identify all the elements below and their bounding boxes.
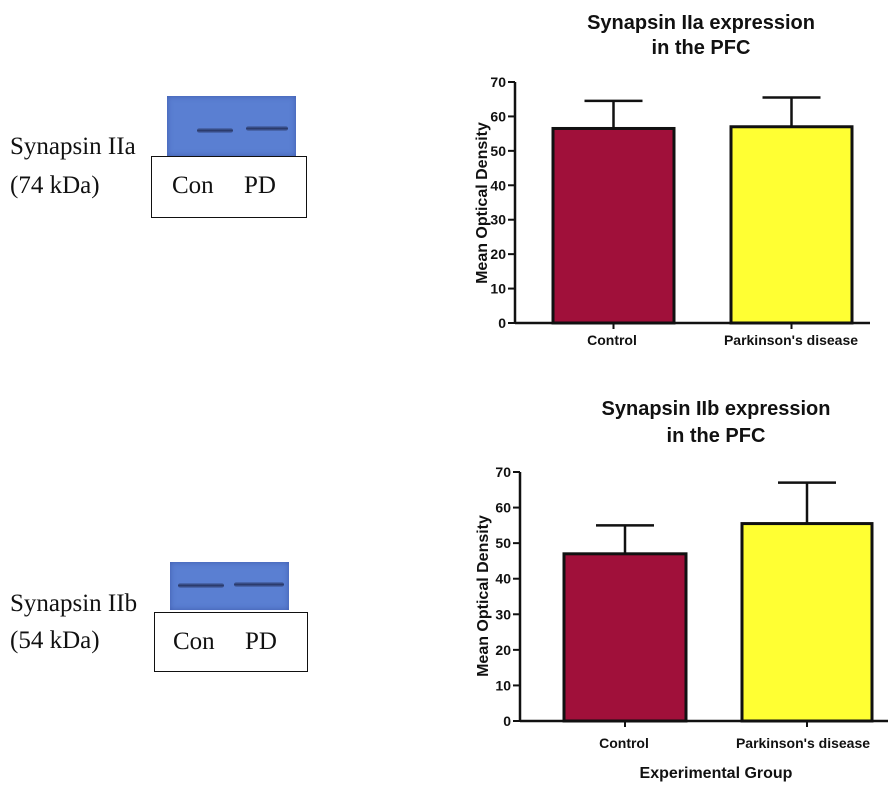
chart-2-xticks — [624, 721, 808, 727]
blot-1-image — [167, 96, 296, 156]
blot-2-lane-box: Con PD — [154, 612, 308, 672]
blot-2-lane-pd: PD — [245, 628, 277, 655]
chart-2-xlabel: Experimental Group — [640, 765, 793, 782]
blot-2-weight-label: (54 kDa) — [10, 627, 100, 654]
blot-2-protein-label: Synapsin IIb — [10, 590, 138, 617]
blot-1-weight-label: (74 kDa) — [10, 172, 100, 199]
chart-1-ytick-label: 50 — [490, 143, 506, 159]
chart-2-ytick-label: 0 — [503, 713, 511, 729]
chart-2-bar-control — [562, 552, 688, 723]
blot-2-lane-con: Con — [173, 628, 215, 655]
chart-1-errorbars — [584, 96, 821, 129]
chart-2-ylabel: Mean Optical Density — [475, 515, 492, 677]
chart-2-ytick-label: 30 — [495, 606, 511, 622]
chart-2-bars — [562, 522, 874, 723]
chart-2-category-control: Control — [599, 735, 649, 751]
blot-1-band-con — [197, 128, 233, 133]
chart-2-bar-pd — [740, 522, 874, 723]
chart-1-title-line-2: in the PFC — [652, 37, 751, 59]
chart-1-ytick-label: 70 — [490, 74, 506, 90]
chart-1-bar-pd — [729, 125, 854, 325]
chart-2-ytick-label: 70 — [495, 464, 511, 480]
chart-1-ytick-label: 20 — [490, 246, 506, 262]
chart-2-category-pd: Parkinson's disease — [736, 735, 870, 751]
chart-2-errorbars — [596, 481, 836, 554]
chart-1-title-line-1: Synapsin IIa expression — [587, 12, 815, 34]
blot-1-lane-con: Con — [172, 172, 214, 199]
chart-1-xticks — [612, 323, 793, 329]
chart-2-ytick-label: 10 — [495, 677, 511, 693]
chart-1-category-control: Control — [587, 332, 637, 348]
chart-1-bar-control — [551, 126, 676, 325]
chart-1-ylabel: Mean Optical Density — [474, 122, 491, 284]
blot-1-lane-box: Con PD — [151, 156, 307, 218]
chart-1-ytick-label: 40 — [490, 177, 506, 193]
blot-1-band-pd — [246, 126, 288, 131]
chart-2-title-line-2: in the PFC — [667, 425, 766, 447]
chart-1-ytick-label: 10 — [490, 281, 506, 297]
blot-2-band-con — [178, 583, 224, 588]
chart-2-title-line-1: Synapsin IIb expression — [602, 398, 831, 420]
chart-1-bars — [551, 125, 854, 325]
chart-2-ytick-label: 40 — [495, 571, 511, 587]
chart-2-ytick-label: 20 — [495, 642, 511, 658]
chart-2-ytick-label: 50 — [495, 535, 511, 551]
blot-1-protein-label: Synapsin IIa — [10, 133, 136, 160]
chart-2-ytick-label: 60 — [495, 500, 511, 516]
blot-2-band-pd — [234, 582, 284, 587]
blot-2-image — [170, 562, 289, 610]
chart-1-ytick-label: 30 — [490, 212, 506, 228]
blot-1-lane-pd: PD — [244, 172, 276, 199]
chart-1-ytick-label: 60 — [490, 108, 506, 124]
chart-1-category-pd: Parkinson's disease — [724, 332, 858, 348]
chart-1-ytick-label: 0 — [498, 315, 506, 331]
